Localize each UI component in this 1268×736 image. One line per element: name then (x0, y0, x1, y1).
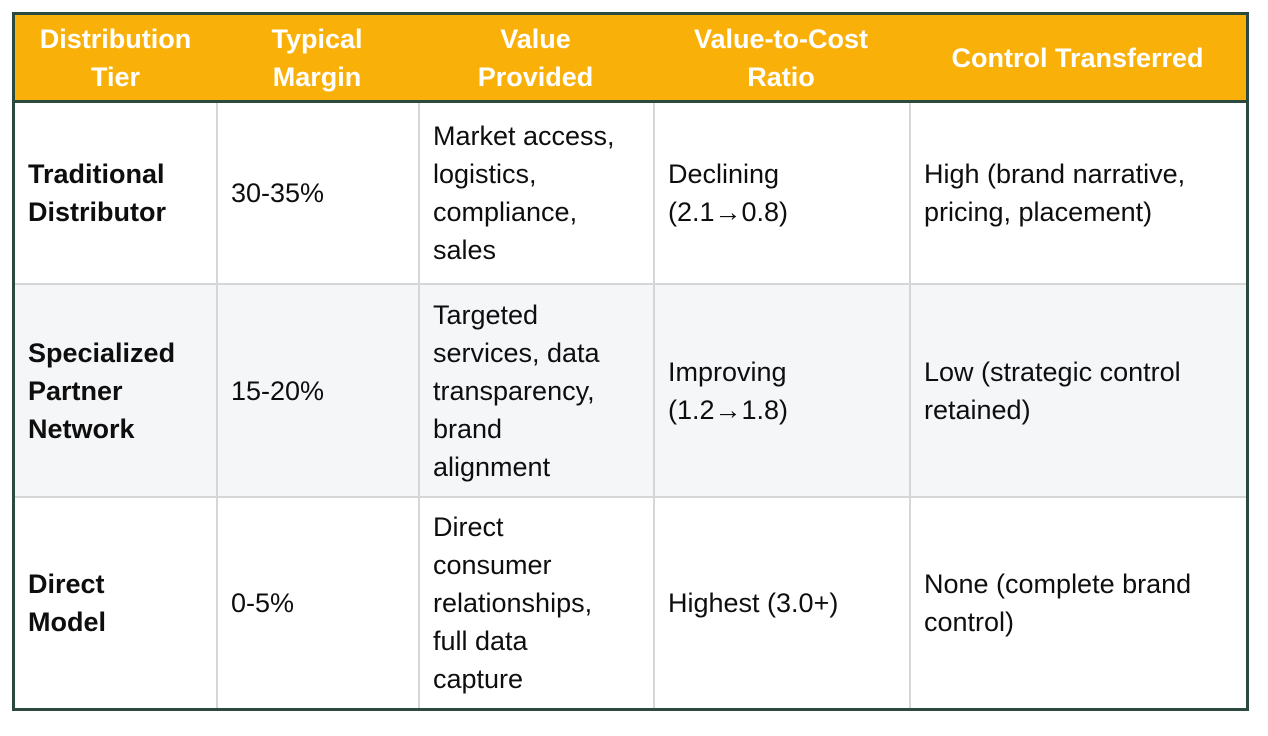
cell-value-provided: Market access, logistics, compliance, sa… (418, 103, 653, 285)
header-cell-control-transferred: Control Transferred (909, 15, 1246, 103)
cell-margin: 30-35% (216, 103, 418, 285)
cell-ratio: Improving (1.2→1.8) (653, 285, 909, 498)
header-cell-value-provided: Value Provided (418, 15, 653, 103)
table-grid: Distribution Tier Typical Margin Value P… (15, 15, 1246, 708)
header-cell-value-to-cost-ratio: Value-to-Cost Ratio (653, 15, 909, 103)
cell-ratio: Declining (2.1→0.8) (653, 103, 909, 285)
cell-ratio: Highest (3.0+) (653, 498, 909, 708)
cell-tier: Direct Model (15, 498, 216, 708)
header-cell-typical-margin: Typical Margin (216, 15, 418, 103)
cell-margin: 15-20% (216, 285, 418, 498)
header-cell-distribution-tier: Distribution Tier (15, 15, 216, 103)
cell-margin: 0-5% (216, 498, 418, 708)
cell-tier: Traditional Distributor (15, 103, 216, 285)
cell-control: High (brand narrative, pricing, placemen… (909, 103, 1246, 285)
cell-control: Low (strategic control retained) (909, 285, 1246, 498)
cell-tier: Specialized Partner Network (15, 285, 216, 498)
cell-value-provided: Targeted services, data transparency, br… (418, 285, 653, 498)
distribution-tier-table: Distribution Tier Typical Margin Value P… (12, 12, 1249, 711)
cell-control: None (complete brand control) (909, 498, 1246, 708)
cell-value-provided: Direct consumer relationships, full data… (418, 498, 653, 708)
